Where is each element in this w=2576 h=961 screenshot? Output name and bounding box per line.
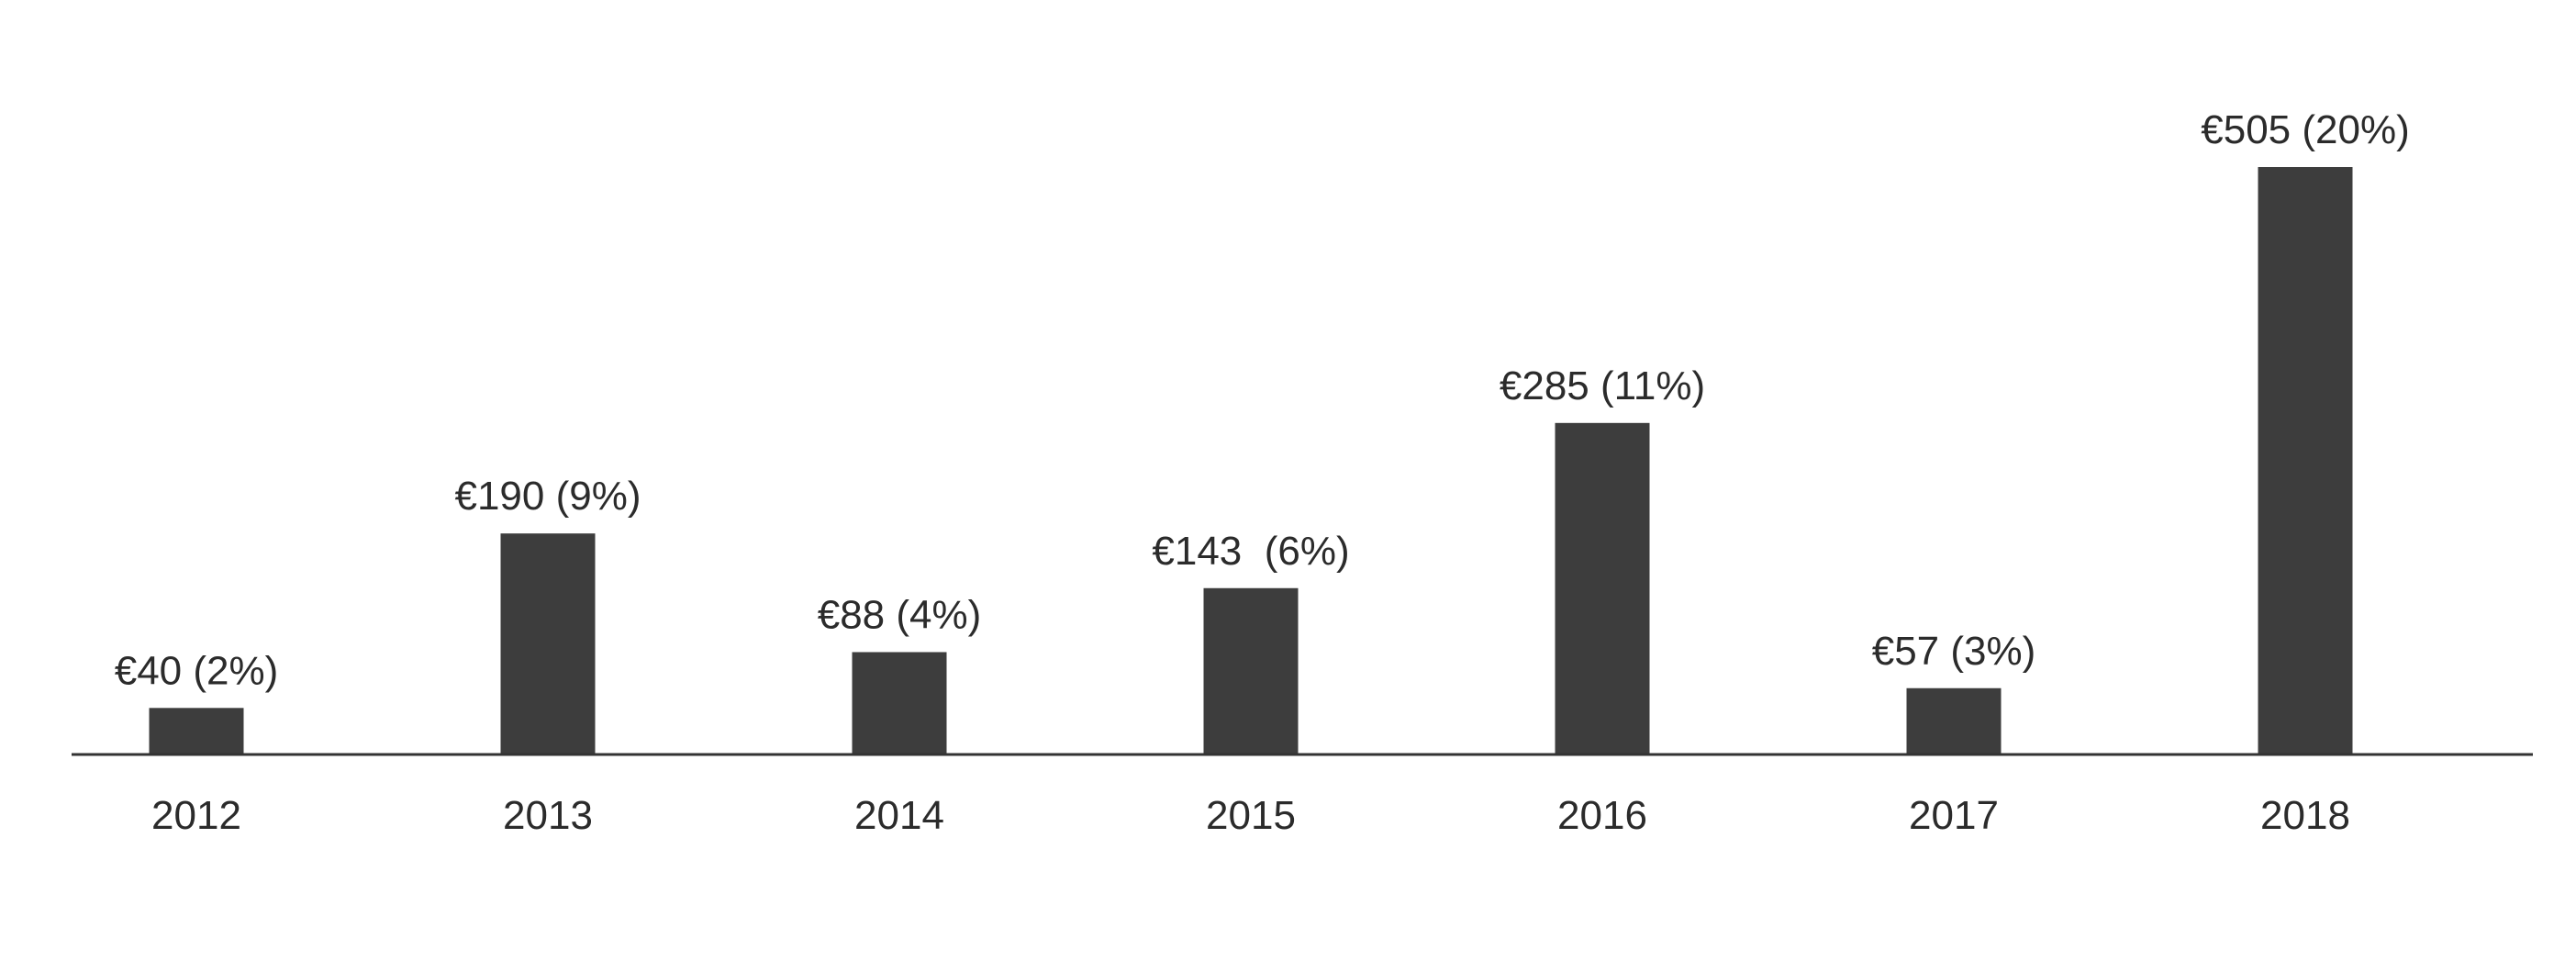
- value-label-2017: €57 (3%): [1872, 629, 2036, 674]
- x-tick-label-2018: 2018: [2260, 793, 2350, 838]
- value-label-2013: €190 (9%): [454, 474, 641, 519]
- bar-2012: [149, 708, 244, 754]
- bars-group: [149, 167, 2353, 754]
- value-label-2012: €40 (2%): [115, 648, 279, 693]
- value-label-2018: €505 (20%): [2201, 107, 2409, 152]
- value-labels-group: €40 (2%) €190 (9%) €88 (4%) €143 (6%) €285 (…: [115, 107, 2410, 693]
- x-tick-label-2014: 2014: [854, 793, 944, 838]
- bar-2015: [1203, 587, 1299, 754]
- x-tick-labels-group: 2012 2013 2014 2015 2016 2017 2018: [151, 793, 2350, 838]
- bar-2016: [1555, 422, 1650, 754]
- bar-2017: [1906, 687, 2002, 754]
- x-tick-label-2013: 2013: [503, 793, 593, 838]
- value-label-2016: €285 (11%): [1500, 363, 1705, 408]
- x-tick-label-2015: 2015: [1206, 793, 1296, 838]
- value-label-2015: €143 (6%): [1152, 529, 1349, 574]
- value-label-2014: €88 (4%): [818, 592, 982, 637]
- x-tick-label-2012: 2012: [151, 793, 241, 838]
- x-tick-label-2016: 2016: [1557, 793, 1647, 838]
- bar-2013: [500, 533, 596, 754]
- x-tick-label-2017: 2017: [1909, 793, 1999, 838]
- bar-2018: [2258, 167, 2353, 754]
- bar-2014: [852, 652, 947, 754]
